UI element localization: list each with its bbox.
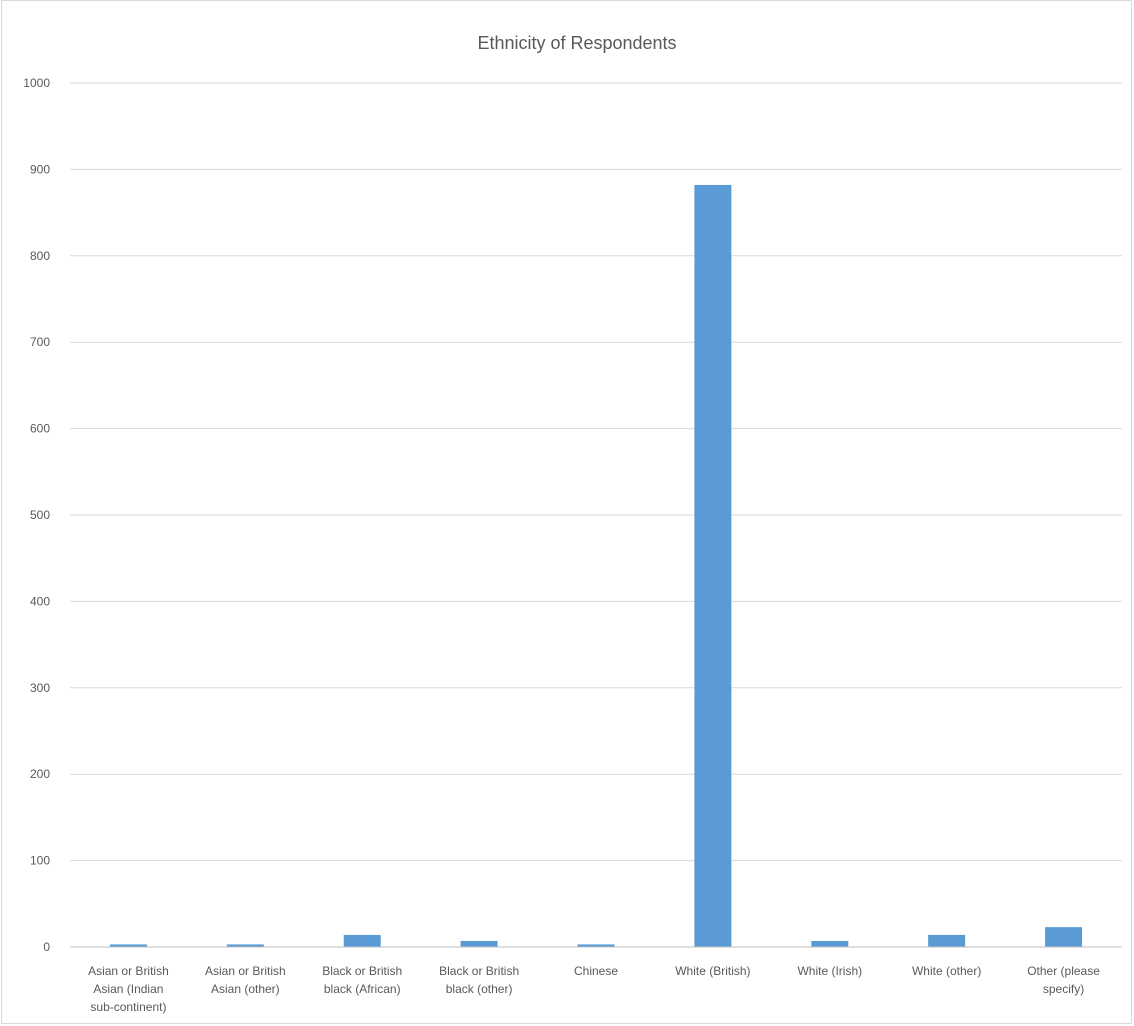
chart-title: Ethnicity of Respondents — [477, 33, 676, 53]
bar — [811, 940, 849, 947]
y-tick-label: 1000 — [23, 76, 50, 90]
y-tick-label: 200 — [30, 767, 50, 781]
bars — [109, 184, 1083, 947]
x-category-label: White (Irish) — [797, 964, 862, 978]
x-category-label: Black or British black (other) — [439, 964, 519, 996]
y-tick-label: 500 — [30, 508, 50, 522]
bar — [343, 934, 381, 947]
x-category-label: White (other) — [912, 964, 981, 978]
y-axis-ticks: 0 100 200 300 400 500 600 700 800 900 1000 — [23, 76, 50, 954]
y-tick-label: 100 — [30, 854, 50, 868]
y-tick-label: 900 — [30, 162, 50, 176]
x-category-label: Black or British black (African) — [322, 964, 402, 996]
x-category-label: Asian or British Asian (other) — [205, 964, 286, 996]
x-category-label: Asian or British Asian (Indian sub-contine… — [88, 964, 169, 1014]
y-tick-label: 400 — [30, 594, 50, 608]
bar — [460, 940, 498, 947]
x-axis-categories: Asian or British Asian (Indian sub-contine… — [88, 964, 1100, 1014]
bar — [226, 944, 264, 947]
x-category-label: Other (please specify) — [1027, 964, 1100, 996]
y-tick-label: 800 — [30, 249, 50, 263]
y-tick-label: 300 — [30, 681, 50, 695]
y-tick-label: 0 — [43, 940, 50, 954]
bar — [928, 934, 966, 947]
x-category-label: Chinese — [574, 964, 618, 978]
bar — [1045, 927, 1083, 947]
bar — [577, 944, 615, 947]
y-tick-label: 600 — [30, 422, 50, 436]
x-category-label: White (British) — [675, 964, 750, 978]
gridlines — [70, 82, 1122, 862]
bar — [109, 944, 147, 947]
y-tick-label: 700 — [30, 335, 50, 349]
bar — [694, 184, 732, 947]
